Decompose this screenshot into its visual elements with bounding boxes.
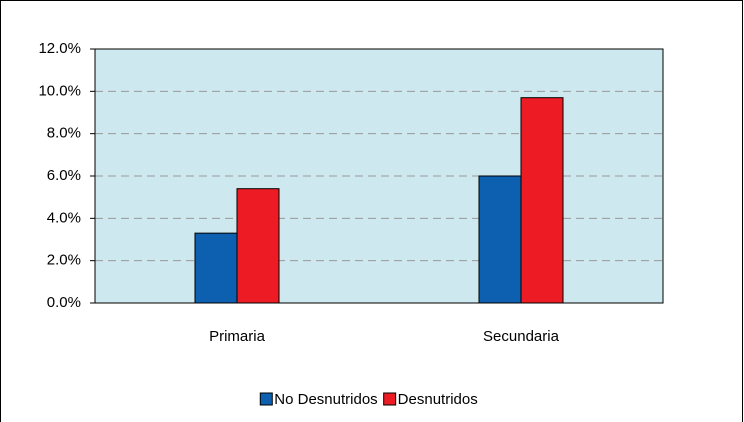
legend-swatch [259, 392, 273, 406]
bar [236, 188, 280, 304]
y-tick-label: 10.0% [38, 82, 81, 99]
x-tick-label: Secundaria [483, 328, 560, 345]
legend-swatch [383, 392, 397, 406]
legend-label: No Desnutridos [274, 391, 377, 408]
y-tick-label: 6.0% [47, 167, 81, 184]
bar [194, 232, 238, 304]
bar [520, 97, 564, 304]
legend-label: Desnutridos [398, 391, 478, 408]
x-tick-label: Primaria [209, 328, 265, 345]
y-tick-label: 12.0% [38, 40, 81, 57]
y-tick-label: 0.0% [47, 294, 81, 311]
y-tick-label: 2.0% [47, 252, 81, 269]
y-tick-label: 8.0% [47, 125, 81, 142]
bar [478, 175, 522, 304]
plot-border [94, 48, 664, 304]
y-tick-label: 4.0% [47, 209, 81, 226]
